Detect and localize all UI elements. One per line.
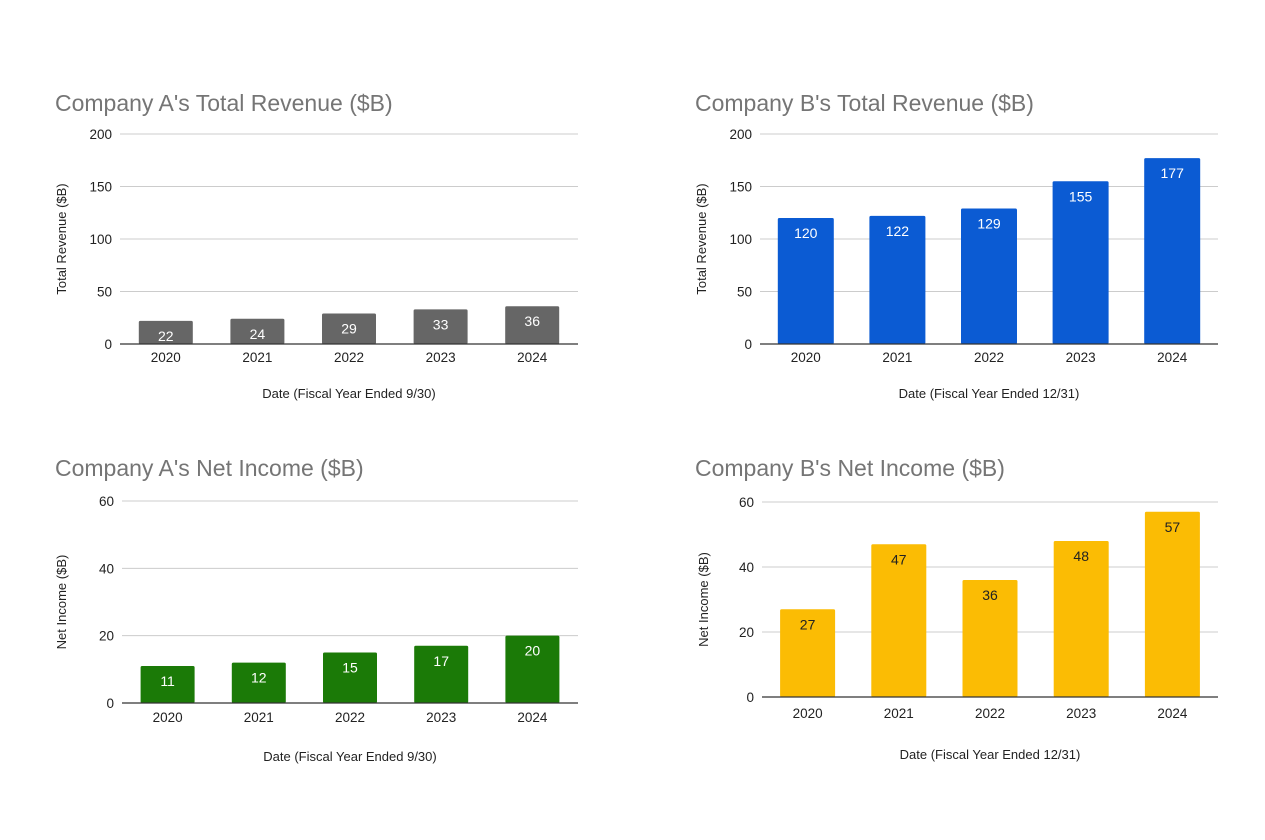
y-tick-label: 40 xyxy=(739,560,754,575)
bar-2022 xyxy=(961,208,1017,344)
data-label: 11 xyxy=(160,673,175,689)
data-label: 20 xyxy=(525,643,541,659)
y-tick-label: 100 xyxy=(729,232,752,247)
chart-company-a-revenue: Company A's Total Revenue ($B) 0 50 100 150… xyxy=(54,90,578,401)
bar-2022 xyxy=(962,580,1018,697)
y-tick-label: 40 xyxy=(99,561,114,576)
x-tick-label: 2021 xyxy=(882,350,912,365)
bar-2020 xyxy=(140,665,195,703)
data-label: 22 xyxy=(158,328,174,344)
data-label: 27 xyxy=(800,616,816,632)
x-tick-label: 2023 xyxy=(426,350,456,365)
y-tick-label: 60 xyxy=(99,494,114,509)
y-tick-label: 200 xyxy=(729,127,752,142)
data-label: 29 xyxy=(341,321,357,337)
y-axis-title: Total Revenue ($B) xyxy=(54,183,69,294)
data-label: 12 xyxy=(251,670,267,686)
data-label: 57 xyxy=(1165,519,1181,535)
data-label: 36 xyxy=(982,587,998,603)
x-tick-label: 2022 xyxy=(335,710,365,725)
y-tick-label: 50 xyxy=(97,285,112,300)
y-tick-label: 150 xyxy=(729,180,752,195)
data-label: 17 xyxy=(433,653,449,669)
y-tick-label: 100 xyxy=(89,232,112,247)
data-label: 155 xyxy=(1069,188,1093,204)
y-tick-label: 60 xyxy=(739,495,754,510)
bar-2021 xyxy=(871,544,927,697)
y-tick-label: 150 xyxy=(89,180,112,195)
y-axis-title: Net Income ($B) xyxy=(54,555,69,650)
bar-2021 xyxy=(230,318,285,344)
chart-company-b-revenue: Company B's Total Revenue ($B) 0 50 100 150… xyxy=(694,90,1218,401)
bar-2023 xyxy=(414,645,469,703)
chart-title: Company A's Total Revenue ($B) xyxy=(55,90,393,116)
chart-company-a-net-income: Company A's Net Income ($B) 020406011202… xyxy=(54,455,578,764)
bar-2021 xyxy=(869,215,926,344)
chart-title: Company B's Net Income ($B) xyxy=(695,455,1005,481)
data-label: 177 xyxy=(1161,165,1185,181)
x-tick-label: 2023 xyxy=(1066,350,1096,365)
bar-2024 xyxy=(505,306,560,344)
bar-2020 xyxy=(780,609,836,697)
x-axis-title: Date (Fiscal Year Ended 9/30) xyxy=(262,386,435,401)
bar-2024 xyxy=(505,635,560,703)
y-tick-label: 20 xyxy=(739,625,754,640)
data-label: 48 xyxy=(1073,548,1089,564)
chart-title: Company B's Total Revenue ($B) xyxy=(695,90,1034,116)
x-tick-label: 2024 xyxy=(517,350,548,365)
x-tick-label: 2021 xyxy=(244,710,274,725)
x-tick-label: 2022 xyxy=(974,350,1004,365)
x-tick-label: 2024 xyxy=(517,710,548,725)
data-label: 120 xyxy=(794,225,818,241)
bar-2020 xyxy=(138,320,193,344)
x-tick-label: 2020 xyxy=(793,706,823,721)
y-tick-label: 0 xyxy=(744,337,752,352)
y-axis-title: Net Income ($B) xyxy=(696,552,711,647)
x-tick-label: 2020 xyxy=(791,350,821,365)
x-tick-label: 2021 xyxy=(242,350,272,365)
bar-2024 xyxy=(1144,158,1201,344)
chart-title: Company A's Net Income ($B) xyxy=(55,455,364,481)
x-tick-label: 2021 xyxy=(884,706,914,721)
bar-2023 xyxy=(1053,541,1109,697)
y-axis-title: Total Revenue ($B) xyxy=(694,183,709,294)
data-label: 24 xyxy=(250,326,266,342)
bar-2022 xyxy=(323,652,377,703)
x-tick-label: 2020 xyxy=(151,350,181,365)
chart-company-b-net-income: Company B's Net Income ($B) 0 20 40 60 27 202… xyxy=(695,455,1218,762)
bar-2023 xyxy=(1052,181,1109,344)
x-tick-label: 2023 xyxy=(1066,706,1096,721)
x-axis-title: Date (Fiscal Year Ended 12/31) xyxy=(899,386,1080,401)
x-tick-label: 2024 xyxy=(1157,706,1188,721)
x-tick-label: 2022 xyxy=(334,350,364,365)
bar-2022 xyxy=(322,313,376,344)
x-tick-label: 2022 xyxy=(975,706,1005,721)
bar-2020 xyxy=(777,218,834,344)
x-tick-label: 2020 xyxy=(153,710,183,725)
data-label: 47 xyxy=(891,551,907,567)
data-label: 33 xyxy=(433,316,449,332)
y-tick-label: 200 xyxy=(89,127,112,142)
y-tick-label: 20 xyxy=(99,629,114,644)
bar-2021 xyxy=(231,662,286,703)
data-label: 36 xyxy=(524,313,540,329)
data-label: 15 xyxy=(342,660,358,676)
y-tick-label: 50 xyxy=(737,285,752,300)
bar-2024 xyxy=(1144,511,1200,697)
x-tick-label: 2024 xyxy=(1157,350,1188,365)
y-tick-label: 0 xyxy=(746,690,754,705)
y-tick-label: 0 xyxy=(104,337,112,352)
data-label: 122 xyxy=(886,223,910,239)
y-tick-label: 0 xyxy=(106,696,114,711)
x-tick-label: 2023 xyxy=(426,710,456,725)
data-label: 129 xyxy=(977,216,1001,232)
x-axis-title: Date (Fiscal Year Ended 12/31) xyxy=(900,747,1081,762)
x-axis-title: Date (Fiscal Year Ended 9/30) xyxy=(263,749,436,764)
bar-2023 xyxy=(413,309,468,344)
